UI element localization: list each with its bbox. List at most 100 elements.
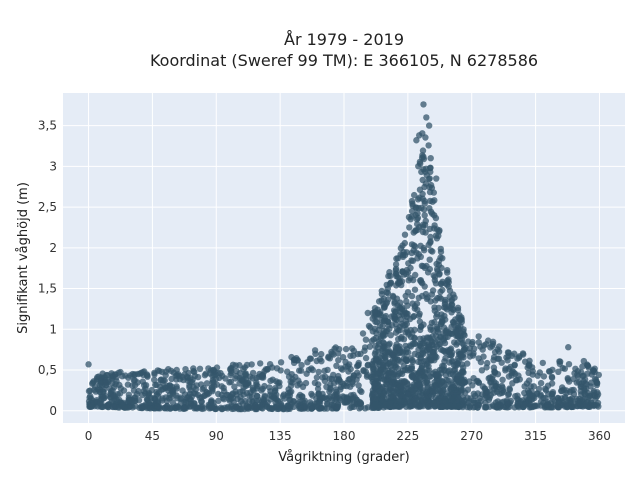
data-point xyxy=(240,391,247,398)
data-point xyxy=(254,393,261,400)
data-point xyxy=(437,248,445,256)
data-point xyxy=(437,320,445,328)
data-point xyxy=(131,382,139,389)
data-point xyxy=(97,400,104,407)
data-point xyxy=(389,292,397,300)
data-point xyxy=(355,382,362,389)
data-point xyxy=(273,404,280,411)
data-point xyxy=(425,142,432,149)
data-point xyxy=(555,368,562,375)
data-point xyxy=(565,344,572,351)
data-point xyxy=(208,397,215,404)
data-point xyxy=(442,304,449,311)
data-point xyxy=(434,295,441,302)
data-point xyxy=(445,283,452,290)
data-point xyxy=(347,352,354,360)
data-point xyxy=(402,292,409,300)
data-point xyxy=(421,212,428,219)
data-point xyxy=(557,401,565,408)
data-point xyxy=(411,286,419,293)
data-point xyxy=(218,405,225,413)
data-point xyxy=(475,401,482,409)
data-point xyxy=(544,382,552,389)
data-point xyxy=(568,387,575,394)
data-point xyxy=(311,379,319,387)
data-point xyxy=(372,318,379,325)
data-point xyxy=(302,379,310,387)
data-point xyxy=(266,384,273,391)
data-point xyxy=(494,404,501,411)
data-point xyxy=(427,197,434,205)
data-point xyxy=(371,350,379,358)
data-point xyxy=(421,183,428,191)
data-point xyxy=(395,357,402,364)
data-point xyxy=(432,382,440,390)
data-point xyxy=(469,382,476,389)
x-tick-label: 315 xyxy=(524,429,547,443)
data-point xyxy=(411,340,419,348)
data-point xyxy=(288,388,295,395)
data-point xyxy=(428,392,435,400)
data-point xyxy=(348,345,356,352)
data-point xyxy=(238,375,245,382)
data-point xyxy=(413,249,420,256)
data-point xyxy=(444,403,451,410)
y-tick-label: 1,5 xyxy=(38,282,57,296)
data-point xyxy=(117,368,124,376)
data-point xyxy=(531,403,539,410)
data-point xyxy=(361,347,368,354)
data-point xyxy=(380,391,387,399)
data-point xyxy=(411,191,418,199)
data-point xyxy=(236,362,243,369)
data-point xyxy=(201,372,209,379)
data-point xyxy=(124,404,131,411)
data-point xyxy=(479,346,486,353)
data-point xyxy=(455,372,462,379)
data-point xyxy=(257,360,264,367)
data-point xyxy=(328,375,336,383)
data-point xyxy=(212,371,219,378)
data-point xyxy=(397,299,404,306)
data-point xyxy=(269,376,276,383)
data-point xyxy=(580,378,587,385)
data-point xyxy=(537,379,545,387)
data-point xyxy=(109,403,117,411)
data-point xyxy=(547,404,554,411)
data-point xyxy=(103,372,110,379)
data-point xyxy=(277,359,285,366)
data-point xyxy=(337,383,345,391)
data-point xyxy=(539,359,546,367)
data-point xyxy=(344,396,351,403)
data-point xyxy=(412,395,419,403)
data-point xyxy=(228,365,235,372)
data-point xyxy=(585,364,592,371)
data-point xyxy=(494,355,501,362)
data-point xyxy=(455,357,462,364)
data-point xyxy=(436,271,443,278)
data-point xyxy=(316,355,324,363)
data-point xyxy=(379,361,387,369)
data-point xyxy=(327,386,334,393)
data-point xyxy=(314,385,322,392)
data-point xyxy=(319,394,327,402)
data-point xyxy=(346,361,353,368)
data-point xyxy=(447,370,454,378)
data-point xyxy=(366,343,374,350)
data-point xyxy=(416,132,423,139)
data-point xyxy=(390,384,397,392)
data-point xyxy=(379,397,386,404)
data-point xyxy=(321,367,328,374)
data-point xyxy=(475,333,482,340)
data-point xyxy=(525,397,533,404)
data-point xyxy=(277,367,284,374)
data-point xyxy=(500,388,507,396)
data-point xyxy=(350,391,357,399)
data-point xyxy=(415,294,422,301)
data-point xyxy=(417,277,424,284)
data-point xyxy=(417,369,424,376)
data-point xyxy=(427,233,434,241)
x-tick-label: 360 xyxy=(588,429,611,443)
data-point xyxy=(521,383,528,390)
data-point xyxy=(181,405,188,412)
data-point xyxy=(362,368,369,375)
